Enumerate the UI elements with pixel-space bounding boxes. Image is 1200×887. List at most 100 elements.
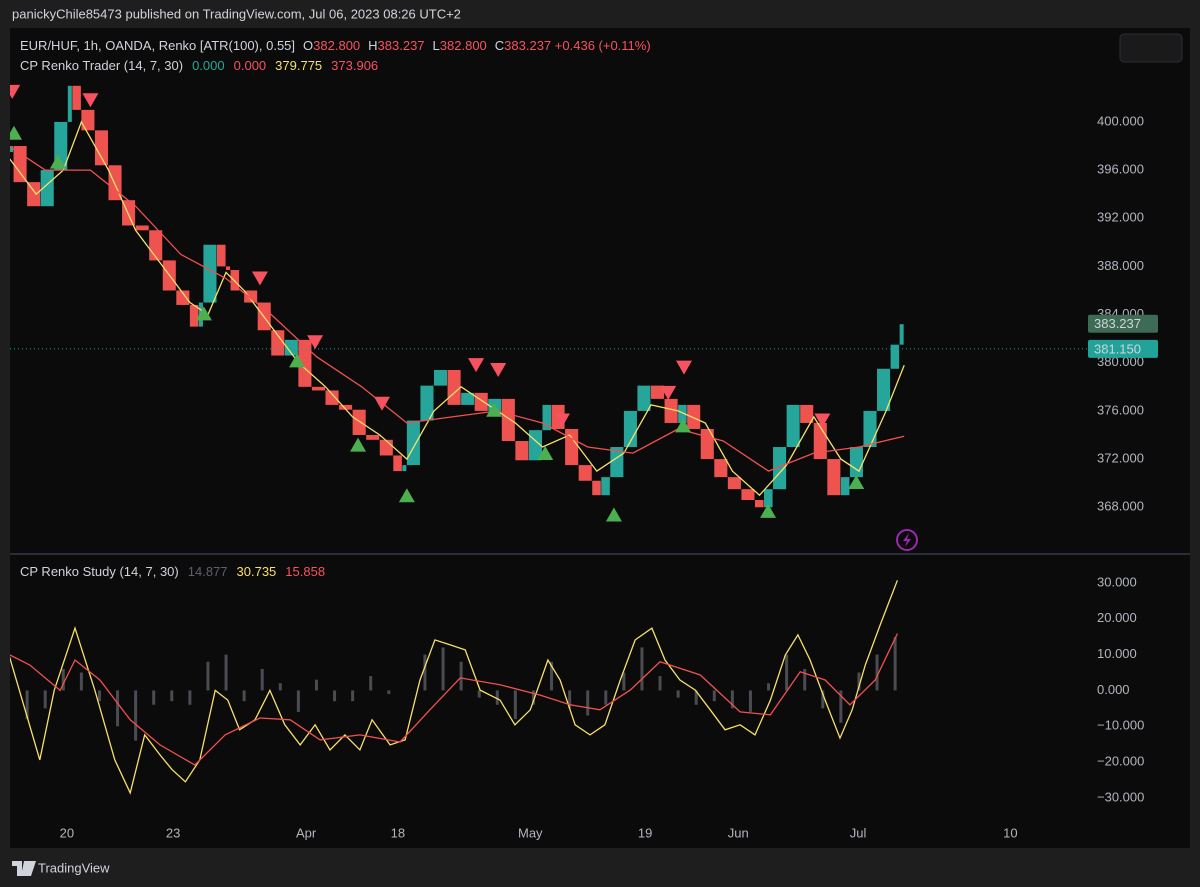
toolbar-button[interactable] (1119, 33, 1183, 63)
renko-brick (754, 500, 764, 508)
renko-brick (727, 477, 741, 490)
histogram-bar (188, 690, 192, 705)
ohlc-key: H (368, 38, 377, 53)
y-tick-label: −20.000 (1097, 754, 1144, 769)
histogram-bar (152, 690, 156, 705)
renko-brick (226, 266, 231, 271)
histogram-bar (550, 661, 554, 691)
histogram-bar (242, 690, 246, 702)
histogram-bar (97, 690, 101, 702)
renko-brick (678, 404, 687, 423)
renko-brick (67, 85, 72, 122)
y-tick-label: 392.000 (1097, 210, 1144, 225)
price-label: 381.150 (1094, 341, 1141, 356)
x-tick-label: 10 (1003, 825, 1017, 840)
histogram-bar (839, 690, 843, 723)
histogram-bar (821, 690, 825, 709)
renko-brick (189, 304, 199, 327)
price-label: 383.237 (1094, 316, 1141, 331)
histogram-bar (134, 690, 138, 741)
histogram-bar (116, 690, 120, 727)
study-readout: 14.877 (188, 564, 228, 579)
study-readout: 15.858 (285, 564, 325, 579)
y-tick-label: 10.000 (1097, 646, 1137, 661)
renko-brick (176, 290, 190, 305)
histogram-bar (604, 690, 608, 705)
histogram-bar (333, 690, 337, 702)
histogram-bar (423, 654, 427, 691)
renko-brick (601, 477, 610, 496)
y-tick-label: −10.000 (1097, 718, 1144, 733)
histogram-bar (803, 668, 807, 691)
histogram-bar (875, 654, 879, 691)
indicator-readout: 379.775 (275, 58, 322, 73)
x-tick-label: Jun (728, 825, 749, 840)
renko-brick (339, 404, 353, 410)
study-name: CP Renko Study (14, 7, 30) (20, 564, 179, 579)
renko-brick (714, 459, 728, 478)
histogram-bar (79, 672, 83, 691)
renko-brick (10, 146, 14, 153)
alert-icon[interactable] (896, 529, 918, 551)
indicator-readout: 373.906 (331, 58, 378, 73)
renko-brick (501, 398, 515, 442)
ohlc-value: 382.800 (440, 38, 487, 53)
x-tick-label: 23 (166, 825, 180, 840)
ma-line (10, 120, 905, 497)
histogram-bar (730, 690, 734, 709)
renko-brick (352, 409, 366, 435)
renko-brick (741, 489, 755, 501)
renko-brick (764, 489, 773, 508)
y-tick-label: 368.000 (1097, 499, 1144, 514)
y-tick-label: 0.000 (1097, 682, 1130, 697)
buy-signal (10, 125, 23, 140)
renko-brick (849, 447, 863, 478)
published-note: panickyChile85473 published on TradingVi… (12, 6, 461, 21)
sell-signal (251, 271, 268, 286)
indicator-readout: 0.000 (192, 58, 225, 73)
histogram-bar (25, 690, 29, 720)
y-tick-label: 400.000 (1097, 113, 1144, 128)
renko-brick (637, 385, 651, 411)
buy-signal (398, 488, 415, 503)
y-tick-label: −30.000 (1097, 789, 1144, 804)
histogram-bar (640, 647, 644, 691)
histogram-bar (694, 690, 698, 705)
histogram-bar (170, 690, 174, 702)
histogram-bar (495, 690, 499, 705)
renko-brick (877, 368, 891, 411)
chart-area (10, 28, 1190, 848)
y-tick-label: 20.000 (1097, 610, 1137, 625)
sell-signal (814, 413, 831, 428)
renko-brick (325, 390, 339, 405)
y-tick-label: 30.000 (1097, 574, 1137, 589)
renko-brick (379, 439, 393, 456)
study-legend: CP Renko Study (14, 7, 30) 14.877 30.735 15… (20, 564, 325, 579)
sell-signal (10, 84, 21, 99)
axes: 400.000396.000392.000388.000384.000380.0… (60, 113, 1158, 840)
renko-brick (800, 404, 814, 423)
histogram-bar (748, 690, 752, 712)
brand-logo (12, 861, 36, 876)
histogram-bar (387, 690, 391, 695)
renko-brick (664, 398, 678, 423)
price-label-box (1088, 339, 1158, 358)
histogram-bar (622, 672, 626, 691)
renko-brick (813, 422, 827, 460)
price-label-box (1088, 314, 1158, 333)
symbol-title: EUR/HUF, 1h, OANDA, Renko [ATR(100), 0.5… (20, 38, 295, 53)
renko-brick (149, 230, 163, 261)
indicator-name: CP Renko Trader (14, 7, 30) (20, 58, 183, 73)
renko-brick (687, 404, 701, 429)
histogram-bar (296, 690, 300, 712)
ohlc-value: 382.800 (313, 38, 360, 53)
renko-brick (94, 130, 108, 166)
study-pane (10, 580, 899, 795)
change: +0.436 (+0.11%) (555, 38, 651, 53)
sell-signal (553, 413, 570, 428)
histogram-bar (314, 679, 318, 691)
histogram-bar (785, 654, 789, 691)
buy-signal (605, 507, 622, 522)
renko-brick (366, 434, 380, 440)
